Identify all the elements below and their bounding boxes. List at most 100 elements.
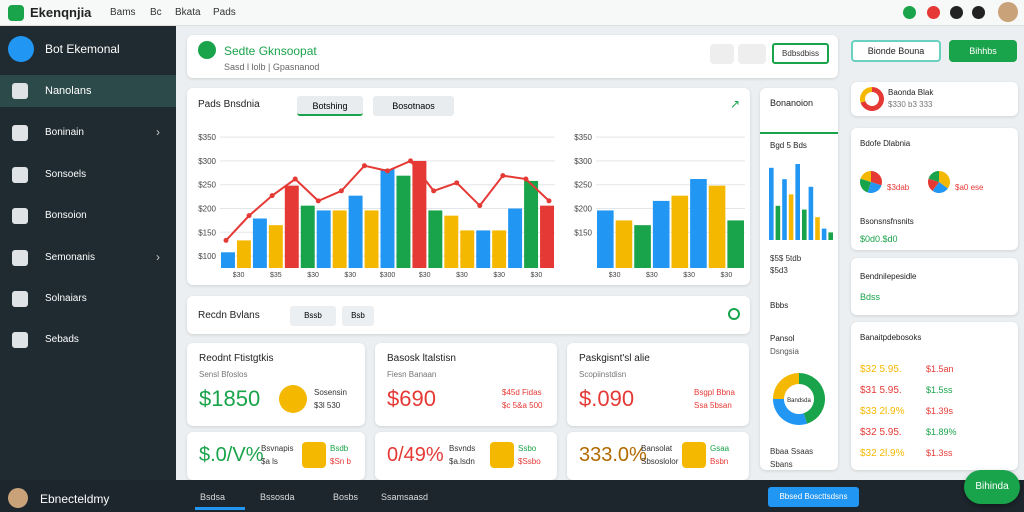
- stat-badge-text: Bsbn: [710, 457, 729, 466]
- panel-title: Pads Bnsdnia: [198, 99, 260, 110]
- recent-title: Recdn Bvlans: [198, 310, 260, 321]
- side-stat-title: Pansol: [770, 334, 795, 343]
- sidebar-item[interactable]: Boninain: [45, 127, 84, 138]
- side-foot: Bbaa Ssaas: [770, 447, 814, 456]
- bar: [815, 217, 820, 240]
- stat-subtitle: Sensl Bfoslos: [199, 370, 248, 379]
- top-icon[interactable]: [903, 6, 916, 19]
- x-tick-label: $30: [233, 272, 245, 279]
- sidebar-item[interactable]: Semonanis: [45, 252, 96, 263]
- fab[interactable]: Bihinda: [964, 470, 1020, 504]
- pie: [860, 171, 882, 193]
- sidebar-icon: [12, 167, 28, 183]
- pie-slice: [867, 182, 882, 193]
- filter[interactable]: Bssb: [290, 306, 336, 326]
- tab[interactable]: Bosotnaos: [373, 96, 454, 116]
- stat-side: Bsvnapis: [261, 444, 294, 453]
- stat-badge: [490, 442, 514, 468]
- stat-side: Sbsoslolor: [641, 457, 679, 466]
- bar-chart: $350 $300 $250 $200 $150 $100 $30 $35 $30 $30 $300…: [198, 133, 555, 279]
- stat-side: Sosensin: [314, 388, 347, 397]
- stat-card: [567, 432, 749, 480]
- sidebar-icon: [12, 208, 28, 224]
- x-tick-label: $30: [646, 272, 658, 279]
- stat-card: [187, 343, 365, 426]
- nav-item[interactable]: Pads: [213, 7, 236, 18]
- action-button[interactable]: Bihhbs: [949, 40, 1017, 62]
- tab-underline: [195, 507, 245, 510]
- list-cell: $1.89%: [926, 427, 957, 437]
- bar: [508, 208, 523, 268]
- pies-title: Bdofe Dlabnia: [860, 139, 911, 148]
- bar: [775, 205, 781, 240]
- side-panel: [760, 88, 838, 470]
- bar: [769, 167, 774, 240]
- legend-item: $5$ 5tdb: [770, 254, 802, 263]
- bottom-tab[interactable]: Bssosda: [260, 492, 295, 502]
- bottom-tab[interactable]: Bosbs: [333, 492, 359, 502]
- bar: [380, 169, 395, 268]
- pie-slice: [932, 182, 948, 193]
- bar: [652, 200, 670, 268]
- line-point: [546, 198, 552, 204]
- bottom-tab[interactable]: Ssamsaasd: [381, 492, 429, 502]
- side-tag: Bbbs: [770, 301, 789, 310]
- x-tick-label: $30: [307, 272, 319, 279]
- filter[interactable]: Bsb: [342, 306, 374, 326]
- sidebar-item[interactable]: Sonsoels: [45, 169, 87, 180]
- bar: [252, 218, 267, 268]
- stat-subtitle: Fiesn Banaan: [387, 370, 437, 379]
- stat-badge-text: Ssbo: [518, 444, 537, 453]
- tab[interactable]: Botshing: [297, 96, 363, 116]
- info-title: Bendnilepesidle: [860, 272, 917, 281]
- icon-button[interactable]: [710, 44, 734, 64]
- stat-side: $45d Fidas: [502, 388, 542, 397]
- stat-badge-text: $Sn b: [330, 457, 351, 466]
- stat-badge-text: Bsdb: [330, 444, 349, 453]
- icon-button[interactable]: [738, 44, 766, 64]
- pie-slice: [799, 373, 825, 424]
- bar: [364, 210, 379, 268]
- list-title: Banaitpdebosoks: [860, 333, 922, 342]
- bar: [428, 210, 443, 268]
- top-icon[interactable]: [972, 6, 985, 19]
- pie-slice: [928, 178, 939, 191]
- sidebar-item[interactable]: Nanolans: [45, 85, 92, 97]
- x-tick-label: $30: [419, 272, 431, 279]
- action-button[interactable]: Bionde Bouna: [851, 40, 941, 62]
- bottom-button[interactable]: Bbsed Boscttsdsns: [768, 487, 859, 507]
- top-icon[interactable]: [950, 6, 963, 19]
- nav-item[interactable]: Bkata: [175, 7, 201, 18]
- bar: [821, 228, 827, 240]
- nav-item[interactable]: Bc: [150, 7, 162, 18]
- list-card: [851, 322, 1018, 470]
- stat-card: [375, 432, 557, 480]
- recent-icon: [728, 308, 740, 320]
- bar: [802, 209, 807, 240]
- bar: [316, 210, 331, 268]
- pie: [928, 171, 950, 193]
- mini-chart: [769, 164, 833, 240]
- pie-label: $a0 ese: [955, 183, 984, 192]
- bar: [460, 230, 475, 268]
- line-point: [338, 188, 344, 194]
- top-icon[interactable]: [927, 6, 940, 19]
- nav-item[interactable]: Bams: [110, 7, 136, 18]
- header-button[interactable]: Bdbsdbiss: [772, 43, 829, 64]
- sidebar-item[interactable]: Sebads: [45, 334, 79, 345]
- line-point: [269, 193, 275, 199]
- sidebar-item[interactable]: Solnaiars: [45, 293, 87, 304]
- stat-side: $a.lsdn: [449, 457, 475, 466]
- bar: [808, 186, 814, 240]
- pie-slice: [860, 171, 871, 182]
- pie-slice: [939, 171, 950, 189]
- stat-value: 0/49%: [387, 444, 444, 466]
- bottom-tab[interactable]: Bsdsa: [200, 492, 226, 502]
- y-tick-label: $200: [198, 205, 216, 214]
- bar: [615, 220, 633, 268]
- sidebar-item[interactable]: Bonsoion: [45, 210, 87, 221]
- bar: [396, 175, 411, 268]
- sidebar-icon: [12, 250, 28, 266]
